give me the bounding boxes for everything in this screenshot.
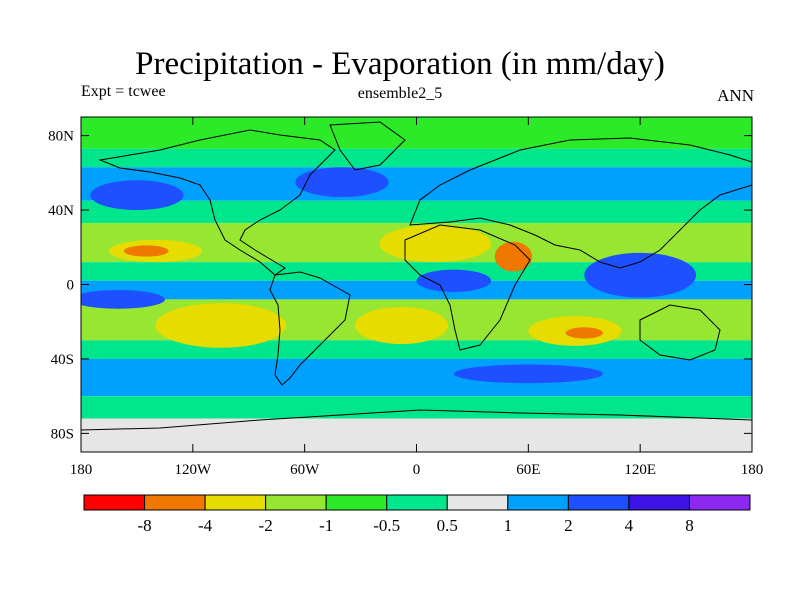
band-1 (81, 148, 752, 168)
coast-australia (639, 304, 721, 361)
region-indian-ocean-core (565, 327, 603, 339)
region-north-atlantic-low (295, 167, 389, 198)
x-tick-label: 0 (413, 462, 421, 478)
coastlines (81, 121, 752, 431)
x-tick-label: 60E (516, 462, 540, 478)
y-axis: 80N 40N 0 40S 80S (48, 129, 752, 442)
coast-eurasia (409, 137, 752, 269)
coast-south-america (269, 271, 351, 386)
coast-greenland (329, 121, 406, 171)
season-label: ANN (717, 86, 754, 105)
x-tick-label: 120E (624, 462, 656, 478)
coast-north-america (98, 129, 336, 276)
colorbar-label: -1 (319, 516, 333, 535)
region-north-pacific-low (90, 180, 184, 211)
region-east-pacific-core (123, 245, 169, 257)
colorbar-swatch (628, 494, 690, 511)
colorbar-label: 2 (564, 516, 573, 535)
colorbar-swatch (386, 494, 448, 511)
colorbar-swatch (83, 494, 146, 511)
region-south-pacific-dry (155, 303, 287, 348)
colorbar-swatch (144, 494, 206, 511)
band-10 (81, 396, 752, 419)
colorbar-swatch (507, 494, 569, 511)
colorbar-label: -0.5 (373, 516, 400, 535)
colorbar-swatch (567, 494, 630, 511)
y-tick-label: 0 (67, 278, 75, 294)
x-tick-label: 180 (741, 462, 764, 478)
colorbar-swatch (446, 494, 509, 511)
region-itcz-pacific (81, 290, 165, 309)
region-south-ocean-wet (453, 364, 603, 384)
y-tick-label: 80N (48, 129, 74, 145)
colorbar-label: -8 (137, 516, 151, 535)
colorbar-swatch (688, 494, 751, 511)
colorbar-swatch (325, 494, 388, 511)
colorbar-swatch (204, 494, 267, 511)
y-tick-label: 80S (51, 426, 74, 442)
band-9 (81, 358, 752, 397)
x-tick-label: 180 (70, 462, 93, 478)
colorbar-label: 0.5 (437, 516, 458, 535)
colorbar-swatch (265, 494, 327, 511)
band-6 (81, 280, 752, 300)
colorbar-label: -4 (198, 516, 213, 535)
region-south-atlantic-dry (354, 306, 449, 345)
x-axis: 180 120W 60W 0 60E 120E 180 (70, 117, 764, 478)
region-arabian-dry (494, 241, 533, 272)
x-tick-label: 60W (290, 462, 320, 478)
contour-field (81, 117, 752, 452)
colorbar-label: 8 (685, 516, 694, 535)
region-central-africa-wet (416, 269, 492, 292)
band-2 (81, 167, 752, 201)
region-sahara-dry (379, 224, 492, 263)
y-tick-label: 40N (48, 203, 74, 219)
experiment-label: Expt = tcwee (81, 83, 166, 100)
coast-africa (404, 224, 531, 351)
colorbar-label: -2 (259, 516, 273, 535)
colorbar: -8 -4 -2 -1 -0.5 0.5 1 2 4 8 (83, 494, 751, 535)
region-maritime-continent-wet (584, 252, 697, 298)
colorbar-label: 1 (504, 516, 513, 535)
coast-antarctica (81, 409, 752, 431)
chart-title: Precipitation - Evaporation (in mm/day) (135, 46, 665, 82)
ensemble-label: ensemble2_5 (357, 85, 443, 102)
x-tick-label: 120W (174, 462, 212, 478)
colorbar-label: 4 (625, 516, 634, 535)
y-tick-label: 40S (51, 352, 74, 368)
band-3 (81, 200, 752, 224)
